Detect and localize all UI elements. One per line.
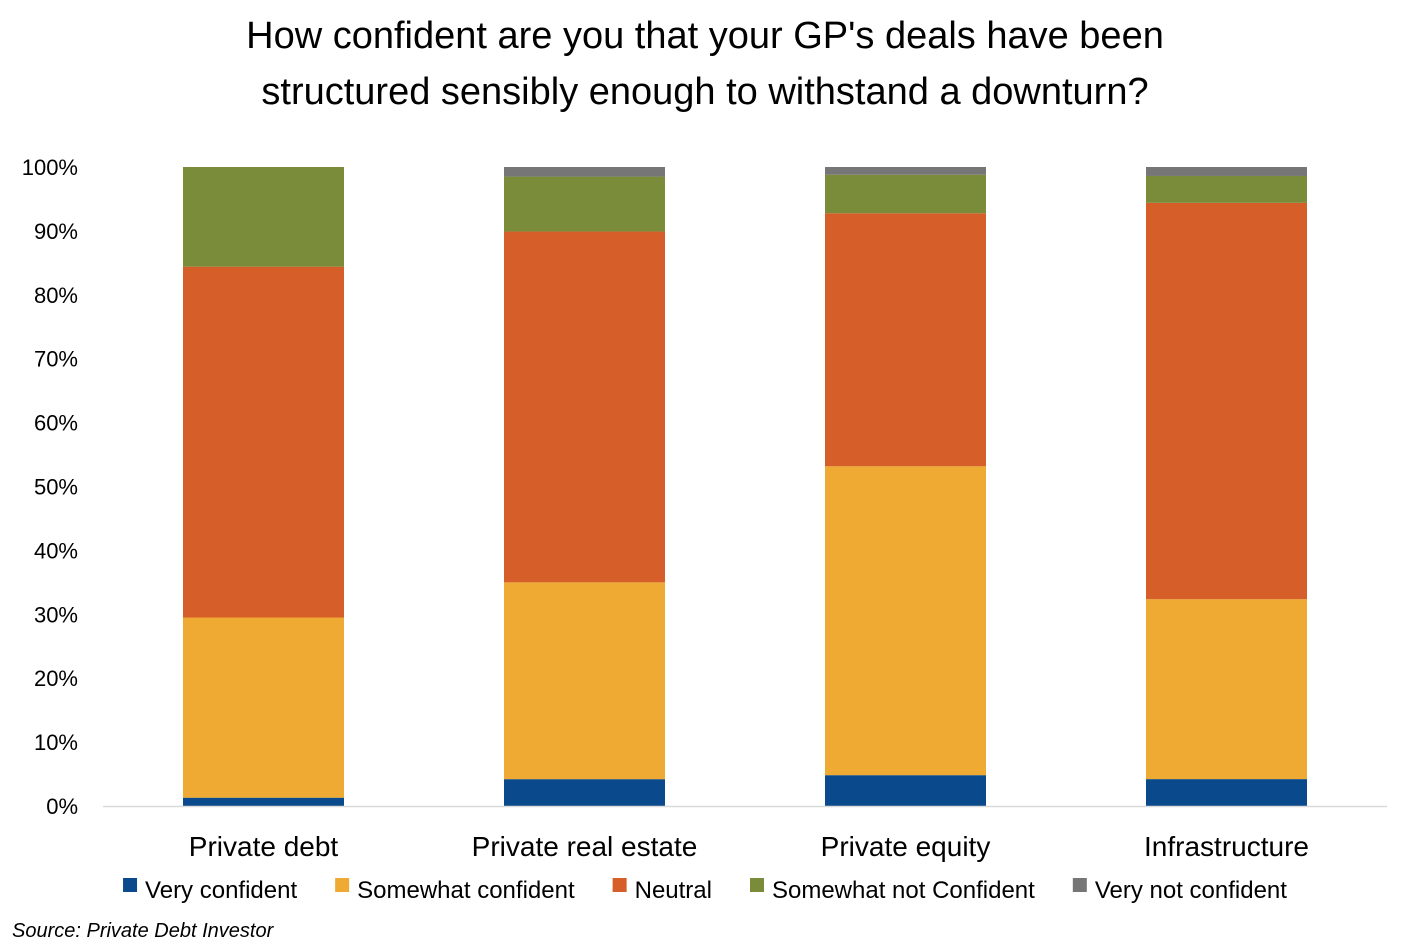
- source-note: Source: Private Debt Investor: [12, 920, 274, 942]
- y-tick-label: 90%: [34, 219, 78, 244]
- legend-item: Somewhat not Confident: [749, 877, 1035, 904]
- legend-item: Somewhat confident: [335, 877, 575, 904]
- legend-label: Very not confident: [1095, 877, 1287, 904]
- legend-label: Very confident: [145, 877, 297, 904]
- x-category-label: Private real estate: [472, 831, 698, 862]
- y-tick-label: 40%: [34, 538, 78, 563]
- bar-segment: [504, 176, 665, 232]
- y-axis-labels: 0% 10% 20% 30% 40% 50% 60% 70% 80% 90% 100%: [22, 155, 78, 819]
- y-tick-label: 60%: [34, 411, 78, 436]
- bar-segment: [825, 213, 986, 467]
- bar-segment: [183, 266, 344, 618]
- x-axis-labels: Private debt Private real estate Private e…: [189, 831, 1309, 862]
- legend-swatch: [612, 878, 627, 892]
- bar-segment: [504, 167, 665, 177]
- y-tick-label: 10%: [34, 730, 78, 755]
- bar-segment: [1146, 599, 1307, 780]
- legend-item: Very confident: [123, 877, 297, 904]
- legend-item: Very not confident: [1072, 877, 1287, 904]
- bars: [183, 167, 1307, 806]
- legend-label: Somewhat not Confident: [772, 877, 1035, 904]
- legend-swatch: [335, 878, 350, 892]
- bar-segment: [183, 167, 344, 267]
- chart-title-line-2: structured sensibly enough to withstand …: [261, 71, 1149, 113]
- y-tick-label: 70%: [34, 347, 78, 372]
- y-tick-label: 0%: [46, 794, 78, 819]
- x-category-label: Private debt: [189, 831, 339, 862]
- bar-segment: [825, 466, 986, 776]
- bar-segment: [1146, 779, 1307, 806]
- bar-segment: [504, 779, 665, 806]
- bar-segment: [1146, 167, 1307, 176]
- y-tick-label: 100%: [22, 155, 78, 180]
- bar-segment: [1146, 175, 1307, 203]
- legend-swatch: [1072, 878, 1087, 892]
- bar-segment: [825, 167, 986, 175]
- legend: Very confident Somewhat confident Neutral S…: [123, 877, 1287, 904]
- chart-title-line-1: How confident are you that your GP's dea…: [246, 15, 1164, 57]
- bar-segment: [825, 174, 986, 214]
- bar-segment: [183, 617, 344, 798]
- y-tick-label: 30%: [34, 602, 78, 627]
- bar-segment: [825, 775, 986, 806]
- legend-swatch: [123, 878, 138, 892]
- y-tick-label: 20%: [34, 666, 78, 691]
- y-tick-label: 80%: [34, 283, 78, 308]
- legend-item: Neutral: [612, 877, 712, 904]
- x-category-label: Infrastructure: [1144, 831, 1309, 862]
- legend-label: Somewhat confident: [357, 877, 575, 904]
- bar-segment: [1146, 202, 1307, 600]
- legend-swatch: [749, 878, 764, 892]
- x-category-label: Private equity: [821, 831, 991, 862]
- bar-segment: [504, 231, 665, 583]
- legend-label: Neutral: [635, 877, 712, 904]
- bar-segment: [183, 797, 344, 806]
- bar-segment: [504, 582, 665, 780]
- chart-title: How confident are you that your GP's dea…: [0, 8, 1410, 120]
- y-tick-label: 50%: [34, 475, 78, 500]
